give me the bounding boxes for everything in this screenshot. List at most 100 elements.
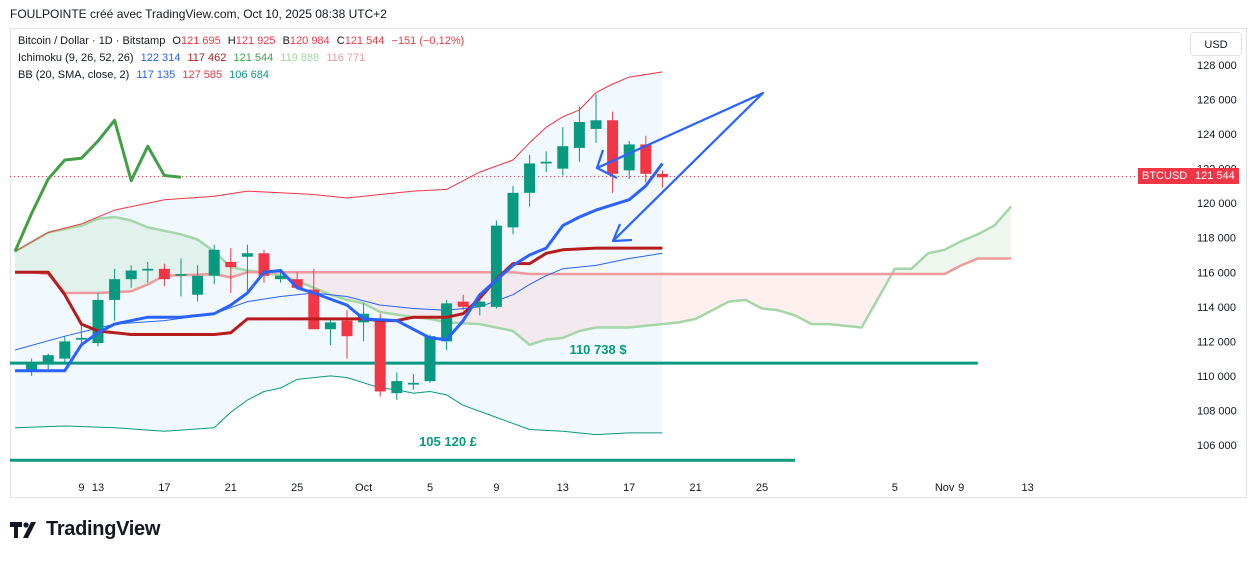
cloud-segment	[413, 272, 430, 319]
drawn-arrow	[595, 91, 765, 243]
legend-h-value: 121 925	[235, 35, 276, 47]
candle-body	[109, 279, 121, 300]
candle-body	[291, 279, 303, 288]
bb-fill	[15, 71, 663, 435]
x-tick-label: 13	[92, 482, 104, 494]
candle-body	[75, 337, 87, 340]
ichimoku-span-a	[14, 205, 1012, 347]
bb-upper-line	[14, 71, 663, 252]
legend-change: −151 (−0,12%)	[391, 35, 465, 47]
candle-body	[540, 161, 552, 164]
cloud-segment	[629, 274, 646, 328]
cloud-segment	[894, 268, 912, 274]
candle-body	[457, 301, 469, 307]
cloud-segment	[64, 225, 82, 293]
legend-bb-row: BB (20, SMA, close, 2) 117 135 127 585 1…	[18, 69, 273, 81]
candle-body	[524, 163, 536, 193]
y-tick-label: 118 000	[1197, 233, 1236, 245]
candle-body	[324, 322, 336, 330]
candle-body	[407, 382, 419, 385]
candle-body	[175, 274, 187, 276]
legend-symbol: Bitcoin / Dollar · 1D · Bitstamp	[18, 35, 166, 47]
cloud-segment	[828, 274, 845, 326]
ichimoku-tenkan	[15, 162, 664, 373]
y-tick-label: 124 000	[1197, 129, 1237, 141]
candle-body	[42, 355, 54, 364]
candle-body	[341, 320, 353, 337]
cloud-segment	[961, 234, 978, 266]
legend-ichimoku-lagging: 121 544	[233, 52, 274, 64]
cloud-segment	[562, 274, 580, 338]
bb-lower-line	[14, 375, 663, 436]
currency-button[interactable]: USD	[1190, 32, 1242, 56]
cloud-segment	[164, 230, 181, 276]
level-annotation: 110 738 $	[569, 342, 627, 357]
price-tag-value: 121 544	[1191, 168, 1239, 184]
cloud-segment	[131, 220, 148, 292]
cloud-segment	[81, 218, 98, 293]
legend-ichimoku-span-b: 116 771	[326, 52, 366, 64]
candle-body	[590, 120, 602, 129]
legend-bb-lower: 106 684	[229, 69, 269, 81]
candle-body	[490, 225, 502, 307]
cloud-segment	[546, 274, 563, 340]
cloud-segment	[695, 274, 713, 319]
candle-body	[241, 253, 253, 257]
legend-ichimoku-span-a: 119 888	[280, 52, 320, 64]
cloud-segment	[380, 272, 397, 315]
legend-symbol-row: Bitcoin / Dollar · 1D · Bitstamp O121 69…	[18, 35, 472, 47]
legend-o-label: O	[172, 35, 181, 47]
y-tick-label: 128 000	[1197, 60, 1237, 72]
cloud-segment	[529, 274, 547, 345]
cloud-segment	[795, 274, 812, 325]
legend-bb-upper: 127 585	[182, 69, 223, 81]
legend-ichimoku-name: Ichimoku (9, 26, 52, 26)	[18, 52, 134, 64]
cloud-segment	[596, 274, 613, 328]
cloud-segment	[330, 272, 347, 300]
cloud-segment	[845, 274, 862, 328]
x-tick-label: 25	[291, 482, 303, 494]
legend-b-value: 120 984	[289, 35, 330, 47]
y-tick-label: 112 000	[1197, 336, 1236, 348]
tradingview-logo[interactable]: TradingView	[10, 518, 160, 541]
candle-body	[59, 341, 71, 359]
chart-caption: FOULPOINTE créé avec TradingView.com, Oc…	[10, 7, 387, 21]
tradingview-logo-icon	[10, 521, 36, 538]
tradingview-logo-text: TradingView	[46, 518, 161, 540]
y-tick-label: 114 000	[1197, 302, 1236, 314]
legend-ohlc: O121 695 H121 925 B120 984 C121 544 −151…	[172, 35, 468, 47]
legend-c-value: 121 544	[344, 35, 385, 47]
candle-body	[640, 144, 652, 174]
y-tick-label: 116 000	[1197, 267, 1236, 279]
candle-body	[258, 253, 270, 276]
x-tick-label: 13	[1021, 482, 1033, 494]
candle-body	[424, 336, 436, 382]
candle-body	[474, 301, 486, 307]
y-tick-label: 106 000	[1197, 440, 1237, 452]
x-tick-label: 21	[689, 482, 701, 494]
cloud-segment	[679, 274, 696, 323]
candle-body	[208, 249, 220, 276]
legend-o-value: 121 695	[180, 35, 221, 47]
candle-body	[308, 289, 320, 330]
cloud-segment	[728, 274, 746, 302]
cloud-segment	[977, 225, 995, 259]
cloud-segment	[347, 272, 364, 304]
legend-bb-name: BB (20, SMA, close, 2)	[18, 69, 130, 81]
y-tick-label: 108 000	[1197, 405, 1237, 417]
bb-basis-line	[14, 252, 663, 351]
cloud-segment	[396, 272, 414, 318]
candle-body	[441, 303, 453, 342]
candle-body	[275, 275, 287, 280]
cloud-segment	[811, 274, 829, 325]
x-tick-label: 17	[158, 482, 170, 494]
chart-frame[interactable]	[10, 28, 1247, 498]
cloud-segment	[861, 274, 879, 328]
x-tick-label: Oct	[355, 482, 372, 494]
candle-body	[192, 275, 204, 295]
candle-body	[607, 120, 619, 174]
x-tick-label: 17	[623, 482, 635, 494]
candle-body	[225, 261, 237, 268]
level-annotation: 105 120 £	[419, 434, 478, 449]
